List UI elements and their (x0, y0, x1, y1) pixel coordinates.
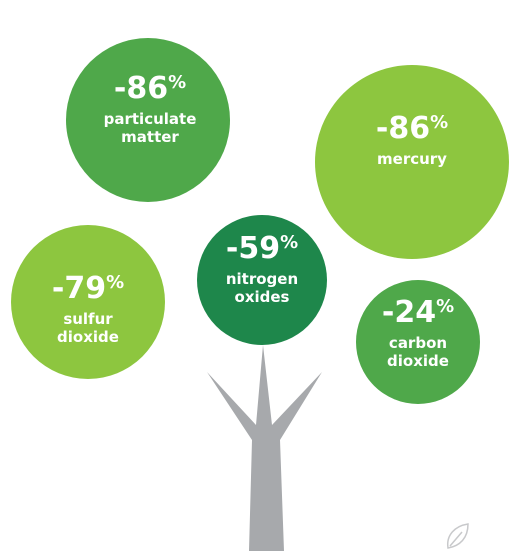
pollutant-label: particulate (104, 110, 197, 128)
pollutant-label: mercury (377, 150, 447, 168)
leaf-icon (448, 524, 468, 548)
value-number: -59 (226, 231, 280, 266)
pollutant-label: carbon (389, 334, 447, 352)
value-number: -86 (114, 71, 168, 106)
pollutant-label: sulfur (63, 310, 113, 328)
infographic: -86% particulatematter -86% mercury -59% nitr… (0, 0, 510, 551)
pollutant-label: nitrogen (226, 270, 298, 288)
value-unit: % (280, 232, 298, 253)
value-unit: % (106, 272, 124, 293)
pollutant-label: oxides (235, 288, 290, 306)
pollutant-label: dioxide (57, 328, 119, 346)
value-unit: % (430, 112, 448, 133)
tree-trunk (207, 345, 322, 551)
value-unit: % (168, 72, 186, 93)
value-number: -86 (376, 111, 430, 146)
value-number: -24 (382, 295, 436, 330)
value-number: -79 (52, 271, 106, 306)
pollutant-label: matter (121, 128, 179, 146)
value-unit: % (436, 296, 454, 317)
pollutant-label: dioxide (387, 352, 449, 370)
